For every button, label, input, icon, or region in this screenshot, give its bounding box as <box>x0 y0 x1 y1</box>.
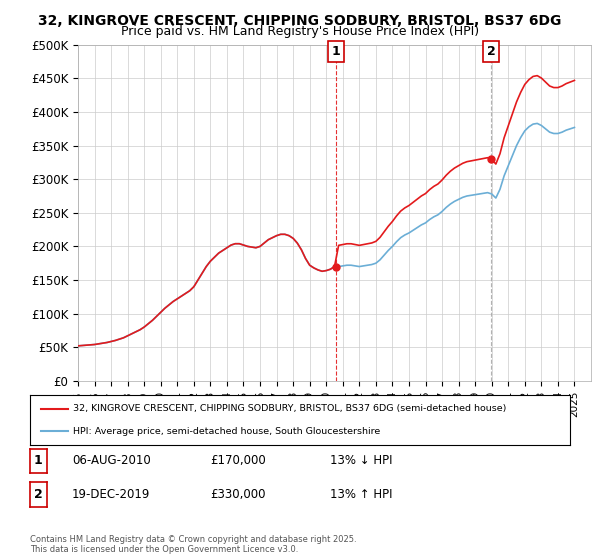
Text: 2: 2 <box>487 45 496 58</box>
Text: 2: 2 <box>34 488 43 501</box>
Text: 19-DEC-2019: 19-DEC-2019 <box>72 488 151 501</box>
Text: 13% ↓ HPI: 13% ↓ HPI <box>330 454 392 468</box>
Text: 32, KINGROVE CRESCENT, CHIPPING SODBURY, BRISTOL, BS37 6DG: 32, KINGROVE CRESCENT, CHIPPING SODBURY,… <box>38 14 562 28</box>
Text: 06-AUG-2010: 06-AUG-2010 <box>72 454 151 468</box>
Text: £330,000: £330,000 <box>210 488 265 501</box>
Text: 32, KINGROVE CRESCENT, CHIPPING SODBURY, BRISTOL, BS37 6DG (semi-detached house): 32, KINGROVE CRESCENT, CHIPPING SODBURY,… <box>73 404 506 413</box>
Text: Contains HM Land Registry data © Crown copyright and database right 2025.
This d: Contains HM Land Registry data © Crown c… <box>30 535 356 554</box>
Text: 1: 1 <box>332 45 341 58</box>
Text: £170,000: £170,000 <box>210 454 266 468</box>
Text: Price paid vs. HM Land Registry's House Price Index (HPI): Price paid vs. HM Land Registry's House … <box>121 25 479 38</box>
Text: 1: 1 <box>34 454 43 468</box>
Text: HPI: Average price, semi-detached house, South Gloucestershire: HPI: Average price, semi-detached house,… <box>73 427 380 436</box>
Text: 13% ↑ HPI: 13% ↑ HPI <box>330 488 392 501</box>
